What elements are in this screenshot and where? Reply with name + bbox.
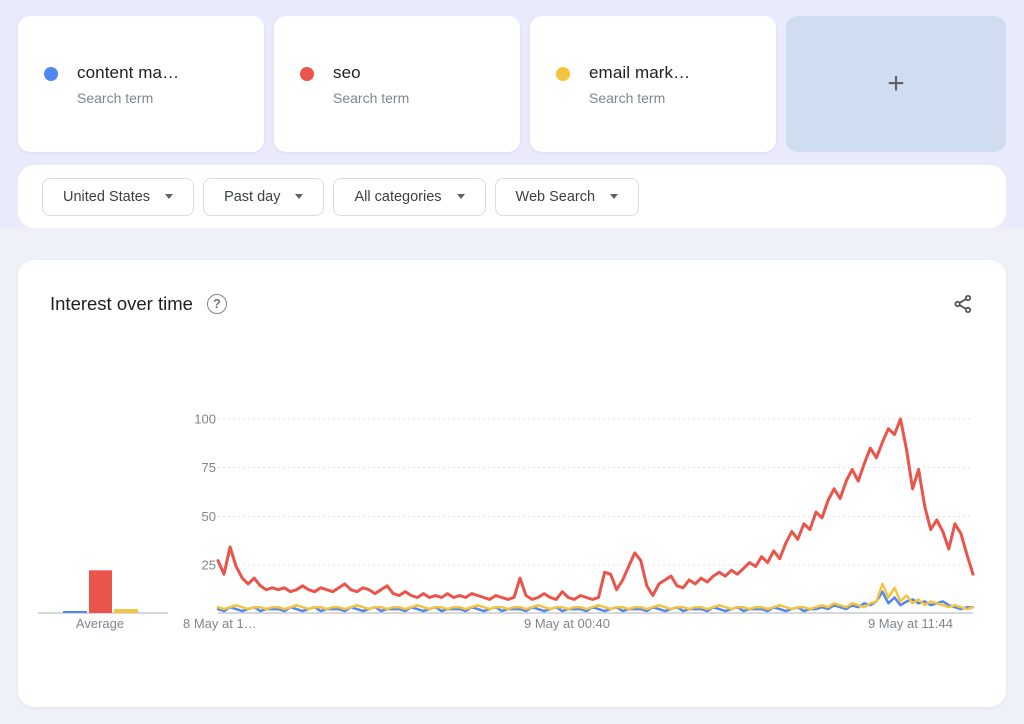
term-card-seo[interactable]: seo Search term xyxy=(274,16,520,152)
chevron-down-icon xyxy=(610,194,619,199)
chevron-down-icon xyxy=(456,194,465,199)
interest-over-time-card: Interest over time ? xyxy=(18,260,1006,707)
y-tick-25: 25 xyxy=(202,558,216,573)
term-color-dot-icon xyxy=(300,66,314,81)
term-label: content ma… xyxy=(77,62,180,82)
search-type-dropdown-label: Web Search xyxy=(515,188,596,205)
average-bar-content-marketing xyxy=(63,611,87,613)
share-icon xyxy=(954,295,972,313)
term-label: seo xyxy=(333,62,361,82)
average-bar-seo xyxy=(89,570,112,613)
term-type-label: Search term xyxy=(589,89,666,106)
region-dropdown[interactable]: United States xyxy=(42,177,195,216)
y-tick-75: 75 xyxy=(202,460,216,475)
category-dropdown[interactable]: All categories xyxy=(333,177,486,216)
results-section: Interest over time ? xyxy=(0,228,1024,707)
content-marketing-trend-line xyxy=(216,590,975,613)
time-range-dropdown-label: Past day xyxy=(224,188,281,205)
page-title: Interest over time xyxy=(50,293,193,314)
term-color-dot-icon xyxy=(556,66,570,81)
term-card-content-marketing[interactable]: content ma… Search term xyxy=(18,16,264,152)
average-bar-email-marketing xyxy=(114,609,138,613)
email-marketing-trend-line xyxy=(216,582,975,611)
comparison-header: content ma… Search term seo Search term … xyxy=(0,0,1024,228)
average-label: Average xyxy=(76,616,124,631)
y-tick-50: 50 xyxy=(202,509,216,524)
chevron-down-icon xyxy=(165,194,174,199)
x-tick-end: 9 May at 11:44 xyxy=(868,616,953,631)
time-range-dropdown[interactable]: Past day xyxy=(203,177,325,216)
term-color-dot-icon xyxy=(44,66,58,81)
term-type-label: Search term xyxy=(77,89,154,106)
trend-chart: 100 75 50 25 Average 8 May at 1… 9 May a… xyxy=(38,412,975,631)
category-dropdown-label: All categories xyxy=(354,188,442,205)
y-tick-100: 100 xyxy=(194,412,216,427)
region-dropdown-label: United States xyxy=(63,188,151,205)
term-card-email-marketing[interactable]: email mark… Search term xyxy=(530,16,776,152)
share-button[interactable] xyxy=(952,293,974,315)
term-cards-row: content ma… Search term seo Search term … xyxy=(18,16,1006,152)
add-comparison-card[interactable]: + xyxy=(786,16,1006,152)
filter-bar: United States Past day All categories We… xyxy=(18,165,1006,228)
help-icon[interactable]: ? xyxy=(206,294,227,314)
search-type-dropdown[interactable]: Web Search xyxy=(494,177,640,216)
term-type-label: Search term xyxy=(333,89,410,106)
x-tick-middle: 9 May at 00:40 xyxy=(524,616,610,631)
term-label: email mark… xyxy=(589,62,691,82)
x-tick-start: 8 May at 1… xyxy=(183,616,257,631)
plus-icon: + xyxy=(887,67,905,100)
chevron-down-icon xyxy=(295,194,304,199)
seo-trend-line xyxy=(216,417,975,601)
